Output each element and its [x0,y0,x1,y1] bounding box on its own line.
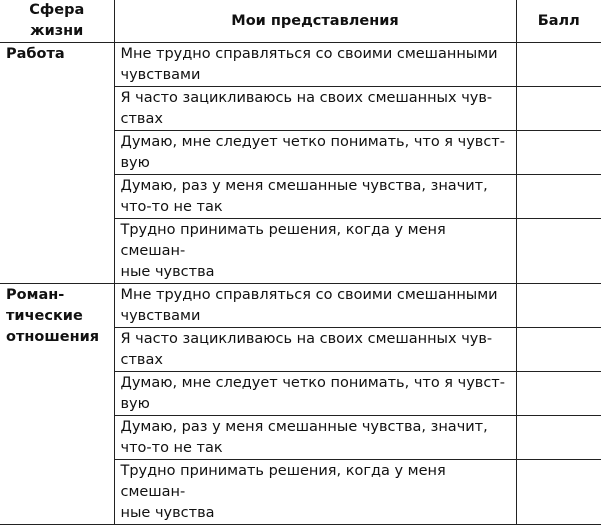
score-cell[interactable] [515,42,601,87]
header-sphere: Сфера жизни [0,0,115,43]
belief-cell: Трудно принимать решения, когда у меня с… [114,459,517,525]
belief-cell: Думаю, мне следует четко понимать, что я… [114,371,517,416]
score-cell[interactable] [515,86,601,131]
belief-cell: Я часто зацикливаюсь на своих смешанных … [114,327,517,372]
header-score: Балл [515,0,601,43]
score-cell[interactable] [515,415,601,460]
score-cell[interactable] [515,283,601,328]
table-row: Я часто зацикливаюсь на своих смешанных … [0,86,601,131]
belief-cell: Трудно принимать решения, когда у меня с… [114,218,517,284]
belief-cell: Мне трудно справляться со своими смешанн… [113,42,517,87]
table-row: Думаю, мне следует четко понимать, что я… [0,371,601,416]
score-cell[interactable] [515,174,601,219]
belief-cell: Думаю, раз у меня смешанные чувства, зна… [114,174,517,219]
sphere-cell: Роман- тические отношения [0,283,115,525]
table-row: Думаю, раз у меня смешанные чувства, зна… [0,174,601,219]
score-cell[interactable] [515,327,601,372]
table-row: Роман- тические отношения Мне трудно спра… [0,283,601,525]
score-cell[interactable] [515,130,601,175]
header-row: Сфера жизни Мои представления Балл [0,0,601,43]
belief-cell: Думаю, мне следует четко понимать, что я… [114,130,517,175]
belief-cell: Мне трудно справляться со своими смешанн… [113,283,517,328]
table-row: Трудно принимать решения, когда у меня с… [0,218,601,284]
belief-cell: Я часто зацикливаюсь на своих смешанных … [114,86,517,131]
score-cell[interactable] [515,371,601,416]
score-cell[interactable] [515,218,601,284]
sphere-cell: Работа [0,42,115,284]
header-beliefs: Мои представления [113,0,517,43]
table-row: Работа Мне трудно справляться со своими с… [0,42,601,284]
table-row: Думаю, мне следует четко понимать, что я… [0,130,601,175]
score-cell[interactable] [515,459,601,525]
belief-cell: Думаю, раз у меня смешанные чувства, зна… [114,415,517,460]
